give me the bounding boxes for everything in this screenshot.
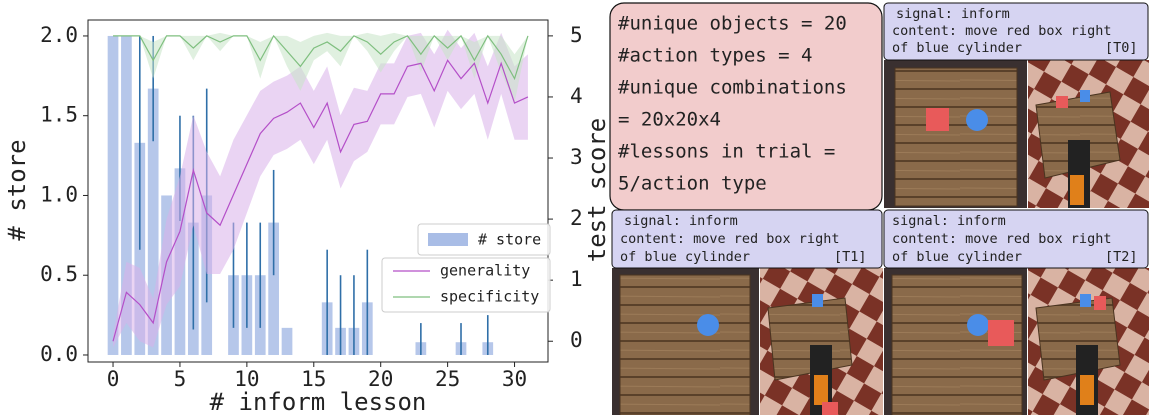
info-line: #unique objects = 20 [618,13,847,35]
scene-image [884,60,1149,208]
bar [107,35,119,355]
x-tick-label: 15 [301,367,326,391]
x-tick-label: 5 [174,367,187,391]
legend-label: # store [478,231,541,249]
info-line: #unique combinations [618,77,847,99]
panel-label: signal: inform content: move red box rig… [611,209,883,269]
x-tick-label: 20 [368,367,393,391]
y2-tick-label: 0 [570,328,583,352]
panel-object: of blue cylinder [892,249,1022,265]
panel-label: signal: inform content: move red box rig… [883,209,1149,269]
legend-label: specificity [440,288,539,306]
panel-object: of blue cylinder [892,40,1022,56]
y-tick-label: 1.0 [40,182,78,206]
bar [281,327,293,355]
panel-signal: signal: inform [624,213,738,229]
panel-content: content: move red box right [892,231,1111,247]
chart: 0.0 0.5 1.0 1.5 2.0 0 1 2 3 4 5 0 5 10 15 20 25 30 [40,23,583,391]
scene-image [612,268,883,415]
y2-tick-label: 4 [570,84,583,108]
y2-axis-label: test score [583,118,611,263]
y2-tick-label: 2 [570,206,583,230]
panel-label: signal: inform content: move red box rig… [883,2,1149,61]
plot-frame [87,19,549,363]
info-line: #lessons in trial = [618,141,835,163]
x-tick-label: 0 [107,367,120,391]
panel-signal: signal: inform [896,6,1010,22]
legend-box [417,223,551,256]
scene-image [884,268,1149,415]
x-tick-label: 10 [234,367,259,391]
y-tick-label: 2.0 [40,23,78,47]
y2-tick-label: 5 [570,23,583,47]
info-line: = 20x20x4 [618,109,721,131]
line [113,34,529,81]
confidence-band [113,29,528,348]
info-line: 5/action type [618,173,767,195]
y2-tick-label: 1 [570,267,583,291]
panel-tag: [T0] [1105,40,1138,56]
legend-swatch [428,233,468,246]
line [112,59,529,342]
info-line: #action types = 4 [618,45,812,67]
y-axis-label: # store [3,139,31,240]
panel-object: of blue cylinder [620,249,750,265]
y-tick-label: 0.5 [40,262,78,286]
x-axis-label: # inform lesson [210,388,427,415]
panel-content: content: move red box right [892,23,1111,39]
bar [121,35,132,355]
y-tick-label: 0.0 [40,342,78,366]
panel-tag: [T1] [834,249,867,265]
x-tick-label: 30 [502,367,527,391]
x-tick-label: 25 [435,367,460,391]
y2-tick-label: 3 [570,145,583,169]
y-tick-label: 1.5 [40,103,78,127]
bar [147,88,159,355]
legend-label: generality [440,262,530,280]
bar [268,222,279,355]
panel-tag: [T2] [1105,249,1138,265]
panel-signal: signal: inform [892,213,1006,229]
panel-content: content: move red box right [620,231,839,247]
